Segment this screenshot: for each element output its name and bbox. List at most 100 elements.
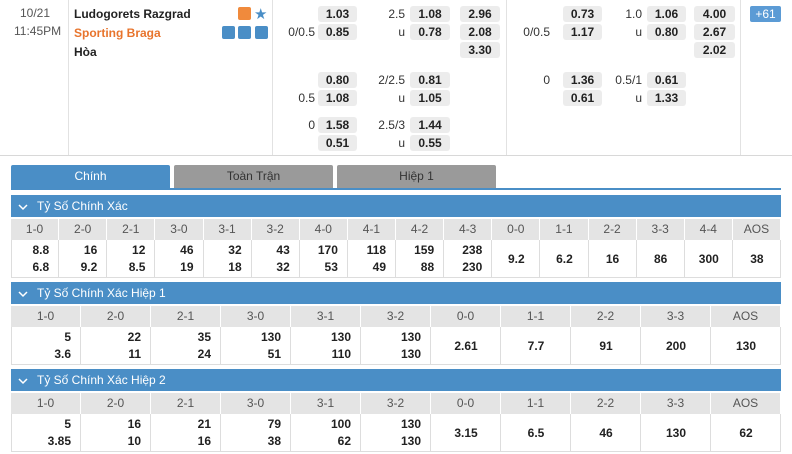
column-header: 4-1: [347, 219, 396, 240]
odds-x12[interactable]: 2.96: [460, 6, 500, 22]
score-odds: 88: [420, 260, 435, 274]
label-ou_line: 0.5/1: [615, 73, 642, 87]
score-odds: 62: [739, 426, 753, 440]
odds-ah[interactable]: 0.51: [318, 135, 357, 151]
cell: [431, 414, 501, 452]
score-odds: 32: [228, 243, 242, 257]
column-header: 2-1: [151, 393, 221, 414]
score-odds: 6.5: [527, 426, 545, 440]
score-odds: 49: [372, 260, 386, 274]
cell: [431, 327, 501, 365]
cell: [732, 240, 781, 278]
score-odds: 91: [599, 339, 613, 353]
odds-ou[interactable]: 0.61: [647, 72, 686, 88]
odds-x12[interactable]: 3.30: [460, 42, 500, 58]
tab[interactable]: Chính: [11, 165, 170, 189]
odds-ah[interactable]: 1.36: [563, 72, 602, 88]
score-odds: 46: [180, 243, 194, 257]
column-header: 2-2: [588, 219, 637, 240]
divider: [0, 155, 792, 156]
score-odds: 62: [337, 434, 351, 448]
column-header: 4-2: [396, 219, 445, 240]
column-header: 4-4: [684, 219, 733, 240]
odds-ah[interactable]: 0.80: [318, 72, 357, 88]
icon-list[interactable]: [222, 26, 235, 39]
odds-ah[interactable]: 0.85: [318, 24, 357, 40]
column-header: 2-2: [571, 393, 641, 414]
cell: [11, 414, 81, 452]
odds-x12[interactable]: 2.08: [460, 24, 500, 40]
score-odds: 53: [324, 260, 338, 274]
column-header: 0-0: [431, 393, 501, 414]
score-odds: 159: [414, 243, 435, 257]
score-odds: 5: [64, 417, 71, 431]
odds-ou[interactable]: 1.06: [647, 6, 686, 22]
score-odds: 16: [83, 243, 98, 257]
cell: [155, 240, 204, 278]
odds-ah[interactable]: 1.58: [318, 117, 357, 133]
more-button[interactable]: +61: [750, 6, 781, 22]
cell: [299, 240, 348, 278]
collapse-icon: [18, 375, 28, 385]
tab-bar-line: [11, 188, 781, 190]
score-odds: 35: [197, 330, 211, 344]
odds-ou[interactable]: 0.55: [410, 135, 450, 151]
cell: [571, 327, 641, 365]
odds-x12[interactable]: 2.67: [694, 24, 735, 40]
odds-ou[interactable]: 0.80: [647, 24, 686, 40]
score-odds: 130: [400, 417, 421, 431]
score-odds: 3.85: [47, 434, 71, 448]
score-odds: 21: [197, 417, 211, 431]
section-header: Tỷ Số Chính Xác Hiệp 1: [11, 282, 781, 304]
score-odds: 300: [698, 252, 719, 266]
column-header: 4-0: [299, 219, 348, 240]
cell: [588, 240, 637, 278]
column-header: 3-2: [361, 393, 431, 414]
cell: [641, 327, 711, 365]
icon-money[interactable]: [238, 26, 251, 39]
odds-ou[interactable]: 1.44: [410, 117, 450, 133]
stats-icon[interactable]: [238, 7, 251, 20]
odds-ou[interactable]: 0.81: [410, 72, 450, 88]
cell: [221, 414, 291, 452]
column-header: 2-0: [59, 219, 108, 240]
label-ou_line: u: [398, 91, 405, 105]
column-header: AOS: [732, 219, 781, 240]
home-team: Ludogorets Razgrad: [74, 7, 191, 21]
cell: [711, 327, 781, 365]
collapse-icon: [18, 201, 28, 211]
label-ou_line: 2.5/3: [378, 118, 405, 132]
odds-ou[interactable]: 1.05: [410, 90, 450, 106]
score-odds: 130: [260, 330, 281, 344]
label-hdp: 0: [543, 73, 550, 87]
odds-x12[interactable]: 4.00: [694, 6, 735, 22]
odds-ah[interactable]: 0.73: [563, 6, 602, 22]
cell: [81, 414, 151, 452]
odds-x12[interactable]: 2.02: [694, 42, 735, 58]
tab[interactable]: Hiệp 1: [337, 165, 496, 188]
score-odds: 22: [127, 330, 141, 344]
away-team: Sporting Braga: [74, 26, 161, 40]
odds-ah[interactable]: 0.61: [563, 90, 602, 106]
column-header: 3-2: [361, 306, 431, 327]
odds-ah[interactable]: 1.08: [318, 90, 357, 106]
cell: [81, 327, 151, 365]
favorite-star[interactable]: ★: [254, 6, 268, 23]
odds-ou[interactable]: 1.08: [410, 6, 450, 22]
cell: [501, 327, 571, 365]
odds-ah[interactable]: 1.03: [318, 6, 357, 22]
odds-ou[interactable]: 1.33: [647, 90, 686, 106]
tab[interactable]: Toàn Trận: [174, 165, 333, 188]
score-odds: 9.2: [507, 252, 525, 266]
score-odds: 32: [276, 260, 290, 274]
icon-chart[interactable]: [255, 26, 268, 39]
odds-ou[interactable]: 0.78: [410, 24, 450, 40]
odds-ah[interactable]: 1.17: [563, 24, 602, 40]
column-header: AOS: [711, 306, 781, 327]
column-header: 1-1: [540, 219, 589, 240]
score-odds: 7.7: [527, 339, 545, 353]
cell: [636, 240, 685, 278]
score-odds: 86: [654, 252, 668, 266]
column-header: 3-1: [203, 219, 252, 240]
